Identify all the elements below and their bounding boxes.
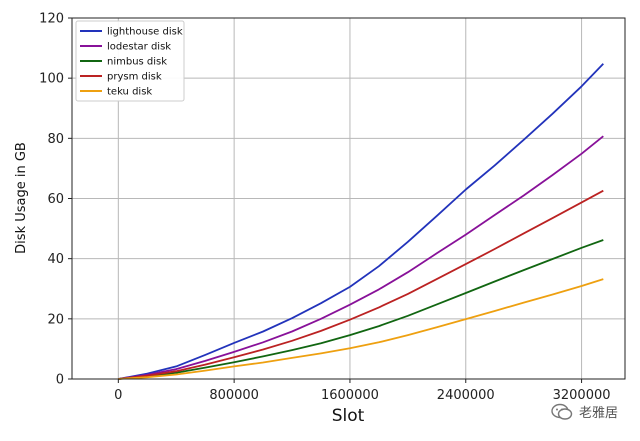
legend: lighthouse disk lodestar disk nimbus disk p… xyxy=(75,20,185,102)
series-line-teku-disk xyxy=(118,278,604,380)
x-tick-label: 800000 xyxy=(209,388,259,403)
x-axis-title: Slot xyxy=(332,406,365,426)
wechat-icon xyxy=(551,403,573,420)
legend-label: lighthouse disk xyxy=(107,27,183,38)
legend-label: lodestar disk xyxy=(107,42,171,53)
ticks: 0 800000 1600000 2400000 3200000 0 20 40 60 80 100… xyxy=(39,12,610,404)
x-tick-label: 3200000 xyxy=(553,388,611,403)
y-tick-label: 0 xyxy=(56,373,64,388)
legend-label: prysm disk xyxy=(107,72,162,83)
y-axis-title: Disk Usage in GB xyxy=(14,142,29,254)
series-lines xyxy=(118,63,604,380)
y-tick-label: 80 xyxy=(47,132,64,147)
y-tick-label: 40 xyxy=(47,252,64,267)
x-tick-label: 1600000 xyxy=(321,388,379,403)
x-tick-label: 2400000 xyxy=(437,388,495,403)
x-tick-label: 0 xyxy=(114,388,122,403)
series-line-lodestar-disk xyxy=(118,135,604,380)
legend-label: nimbus disk xyxy=(107,57,167,68)
watermark: 老雅居 xyxy=(551,402,618,421)
series-line-prysm-disk xyxy=(118,189,604,380)
series-line-nimbus-disk xyxy=(118,239,604,380)
series-line-lighthouse-disk xyxy=(118,63,604,380)
legend-label: teku disk xyxy=(107,87,152,98)
y-tick-label: 60 xyxy=(47,192,64,207)
legend-box xyxy=(75,20,185,102)
y-tick-label: 20 xyxy=(47,312,64,327)
y-tick-label: 100 xyxy=(39,72,64,87)
y-tick-label: 120 xyxy=(39,12,64,27)
watermark-text: 老雅居 xyxy=(578,406,618,421)
